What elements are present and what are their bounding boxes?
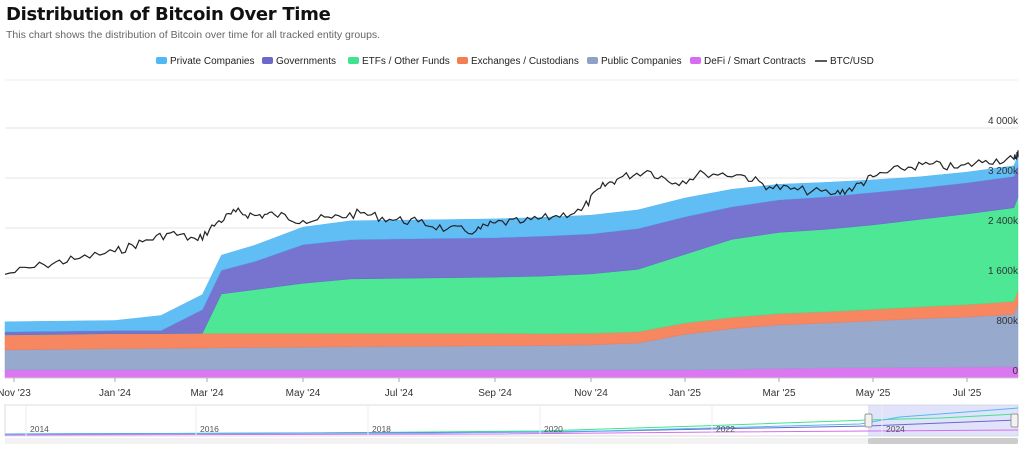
legend-swatch (457, 57, 468, 64)
navigator-scrollbar-thumb[interactable] (868, 438, 1018, 444)
x-tick-label: Jul '24 (385, 388, 414, 399)
navigator-year-label: 2014 (30, 424, 49, 434)
y-axis-ticks: 0 800k 1 600k 2 400k 3 200k 4 000k (988, 116, 1019, 377)
legend-private-companies[interactable]: Private Companies (156, 56, 254, 67)
btc-usd-line-group (4, 150, 1019, 275)
navigator-scrollbar-track[interactable] (5, 438, 1018, 444)
navigator[interactable]: 2014 2016 2018 2020 2022 2024 (4, 404, 1019, 444)
x-axis-ticks: Nov '23 Jan '24 Mar '24 May '24 Jul '24 Sep '… (0, 377, 1018, 399)
x-tick-label: Jan '25 (669, 388, 701, 399)
area-private-companies[interactable] (4, 154, 1019, 333)
btc-usd-line[interactable] (4, 150, 1019, 275)
legend-etfs[interactable]: ETFs / Other Funds (348, 56, 450, 67)
legend-governments[interactable]: Governments (262, 56, 336, 67)
legend-exchanges[interactable]: Exchanges / Custodians (457, 56, 579, 67)
legend-btc-usd[interactable]: BTC/USD (815, 56, 874, 67)
x-tick-label: Jan '24 (99, 388, 131, 399)
navigator-year-label: 2020 (544, 424, 563, 434)
navigator-year-label: 2022 (716, 424, 735, 434)
x-tick-label: Mar '25 (762, 388, 795, 399)
legend-label: Private Companies (170, 56, 254, 67)
y-tick-label: 0 (1012, 366, 1018, 377)
navigator-year-label: 2018 (372, 424, 391, 434)
navigator-year-label: 2024 (886, 424, 905, 434)
legend-label: Public Companies (601, 56, 682, 67)
x-tick-label: May '24 (286, 388, 321, 399)
y-tick-label: 800k (996, 316, 1019, 327)
x-tick-label: Jul '25 (953, 388, 982, 399)
navigator-series-line (4, 429, 1019, 436)
x-tick-label: May '25 (856, 388, 891, 399)
y-tick-label: 3 200k (988, 166, 1019, 177)
y-tick-label: 4 000k (988, 116, 1019, 127)
x-tick-label: Nov '23 (0, 388, 31, 399)
legend-label: ETFs / Other Funds (362, 56, 450, 67)
x-tick-label: Nov '24 (574, 388, 608, 399)
legend-swatch (587, 57, 598, 64)
y-tick-label: 1 600k (988, 266, 1019, 277)
navigator-series-line (4, 407, 1019, 435)
y-tick-label: 2 400k (988, 216, 1019, 227)
chart-subtitle: This chart shows the distribution of Bit… (6, 29, 381, 41)
legend-swatch (690, 57, 701, 64)
chart-title: Distribution of Bitcoin Over Time (6, 4, 331, 25)
legend-swatch (262, 57, 273, 64)
legend: Private Companies Governments ETFs / Other… (156, 56, 874, 67)
legend-label: Exchanges / Custodians (471, 56, 579, 67)
navigator-handle[interactable] (1010, 413, 1019, 428)
legend-label: DeFi / Smart Contracts (704, 56, 806, 67)
legend-label: BTC/USD (830, 56, 874, 67)
legend-defi[interactable]: DeFi / Smart Contracts (690, 56, 806, 67)
legend-swatch (348, 57, 359, 64)
x-tick-label: Mar '24 (190, 388, 223, 399)
navigator-handle[interactable] (864, 413, 873, 428)
navigator-year-label: 2016 (200, 424, 219, 434)
stacked-areas (4, 154, 1019, 379)
legend-public-companies[interactable]: Public Companies (587, 56, 682, 67)
x-tick-label: Sep '24 (478, 388, 512, 399)
legend-swatch (156, 57, 167, 64)
legend-label: Governments (276, 56, 336, 67)
